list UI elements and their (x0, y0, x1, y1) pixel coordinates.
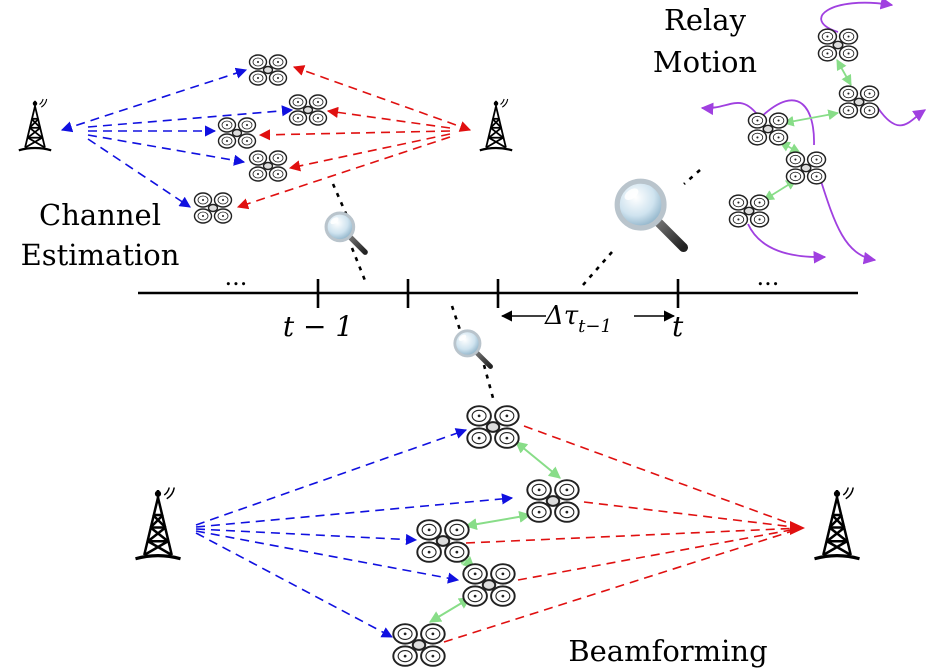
source-link-5 (87, 138, 191, 208)
destination-link-2 (326, 106, 451, 129)
magnifier-icon (617, 181, 683, 247)
destination-link-5 (236, 136, 451, 210)
drone-icon (248, 150, 288, 182)
drone-icon (747, 112, 789, 146)
destination-tower-icon (812, 485, 862, 561)
relay-motion-scene: Relay Motion (582, 0, 927, 286)
relay-link (782, 109, 840, 127)
drone-icon (728, 194, 770, 228)
relay-motion-path (700, 102, 761, 119)
beamforming-label: Beamforming (568, 634, 767, 668)
relay-motion-path (747, 223, 827, 264)
relay-motion-path (759, 99, 815, 146)
drone-icon (248, 54, 288, 86)
source-tower-icon (133, 485, 183, 561)
zoom-leader-line (331, 183, 349, 217)
zoom-leader-line (350, 247, 368, 284)
relay-motion-path (877, 107, 927, 127)
source-link-3 (195, 528, 418, 546)
destination-link-1 (523, 425, 803, 529)
channel-estimation-scene: Channel Estimation (17, 54, 514, 284)
destination-link-2 (583, 501, 803, 529)
drone-icon (526, 479, 580, 523)
timeline: ... ... t − 1 Δτt−1 t (138, 263, 858, 343)
destination-link-1 (292, 65, 472, 132)
destination-link-3 (465, 527, 803, 544)
relay-motion-path (819, 177, 877, 265)
timeline-ellipsis-right: ... (757, 263, 780, 291)
source-link-1 (195, 428, 468, 526)
relay-link (428, 597, 472, 623)
drone-icon (392, 623, 446, 667)
zoom-leader-line (450, 305, 462, 331)
source-link-2 (87, 105, 294, 128)
drone-icon (838, 85, 880, 119)
beamforming-scene: Beamforming (133, 305, 862, 668)
drone-icon (817, 28, 859, 62)
drone-icon (193, 192, 233, 224)
relay-motion-label-line1: Relay (664, 3, 747, 37)
destination-link-3 (258, 129, 451, 141)
destination-arrowhead (790, 521, 805, 535)
channel-estimation-label-line1: Channel (39, 198, 161, 232)
interval-label: Δτt−1 (544, 301, 612, 337)
drone-icon (466, 405, 520, 449)
magnifier-icon (455, 331, 491, 367)
channel-estimation-label-line2: Estimation (21, 238, 180, 272)
drone-icon (288, 94, 328, 126)
time-label-t-minus-1: t − 1 (283, 310, 353, 343)
source-tower-icon (17, 97, 53, 152)
source-link-4 (87, 134, 246, 166)
drone-icon (785, 151, 827, 185)
relay-motion-path (820, 0, 894, 33)
interval-label-main: Δτ (544, 301, 579, 331)
relay-link (515, 441, 561, 479)
drone-icon (416, 519, 470, 563)
magnifier-icon (326, 213, 365, 252)
source-link-5 (195, 532, 393, 638)
drone-icon (462, 563, 516, 607)
source-link-2 (195, 493, 514, 528)
drone-icon (217, 117, 257, 149)
zoom-leader-line (582, 251, 613, 286)
destination-link-5 (443, 527, 803, 643)
interval-label-subscript: t−1 (578, 316, 612, 337)
destination-link-4 (517, 527, 803, 581)
timeline-ellipsis-left: ... (225, 263, 248, 291)
zoom-leader-line (683, 169, 701, 185)
relay-motion-label-line2: Motion (653, 45, 757, 79)
relay-link (464, 510, 532, 531)
zoom-leader-line (482, 364, 495, 399)
destination-link-4 (288, 133, 451, 172)
destination-tower-icon (478, 97, 514, 152)
time-label-t: t (672, 310, 684, 343)
source-link-1 (60, 67, 248, 133)
relay-link (836, 59, 852, 86)
